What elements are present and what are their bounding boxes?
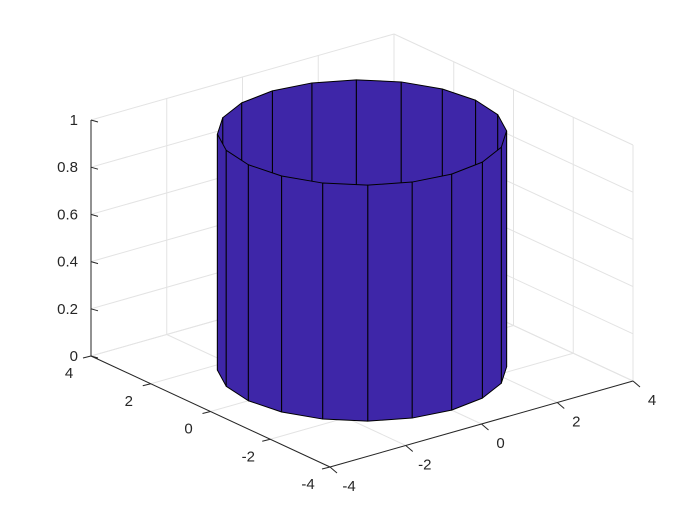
x-tick [405,445,414,452]
cylinder-face [247,164,283,413]
y-tick [82,355,92,359]
axes [82,119,641,474]
cylinder-face [451,161,483,411]
z-tick [90,119,99,123]
y-tick [202,411,211,414]
cylinder-face [367,181,413,422]
z-tick-label: 0.2 [57,301,78,318]
y-tick-label: -4 [301,476,314,493]
cylinder-face [481,146,502,399]
y-tick-label: 4 [65,365,73,382]
cylinder-face [225,149,249,402]
z-tick [90,213,99,217]
grid-line [393,33,634,146]
x-tick [329,466,338,474]
x-tick-label: 4 [648,392,656,409]
y-tick [321,466,331,470]
x-tick-label: 2 [572,414,580,431]
x-tick [481,423,489,431]
z-tick-label: 1 [70,112,78,129]
cylinder-face [500,130,508,384]
z-tick [90,166,99,170]
tick-labels: 0 0.2 0.4 0.6 0.8 1 -4 -2 0 2 4 -4 -2 0 2 4 [57,112,656,495]
cylinder-face [216,133,227,387]
y-tick [262,438,271,442]
z-tick [90,261,99,265]
x-tick-label: 0 [496,435,504,452]
y-tick-label: 2 [125,393,133,410]
cylinder-surface [216,79,508,422]
z-tick [90,355,99,359]
z-tick-label: 0 [70,348,78,365]
cylinder-face [411,173,453,419]
y-tick [142,383,151,387]
cylinder-face [322,182,369,422]
y-tick-label: -2 [242,448,255,465]
cylinder-face [281,175,324,420]
x-tick-label: -2 [418,457,431,474]
z-tick [90,308,99,312]
x-tick-label: -4 [342,478,355,495]
grid-line [90,33,395,121]
z-tick-label: 0.8 [57,159,78,176]
z-tick-label: 0.4 [57,254,78,271]
z-tick-label: 0.6 [57,206,78,223]
x-tick [556,402,565,409]
x-tick [632,380,641,388]
y-tick-label: 0 [184,421,192,438]
